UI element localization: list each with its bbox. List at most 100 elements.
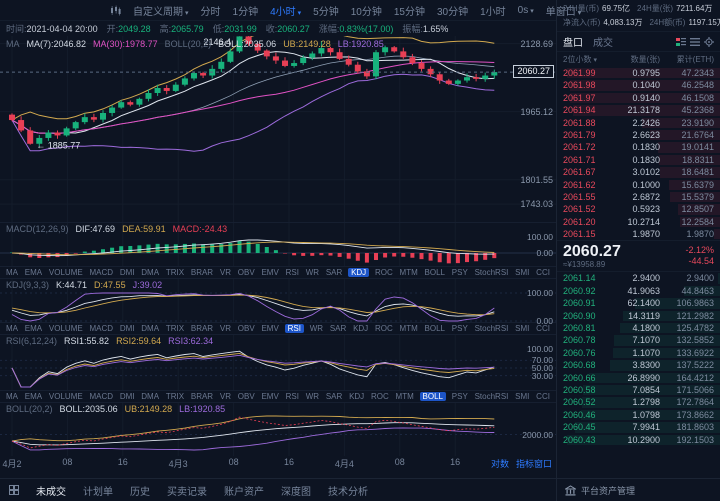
indicator-tab-SMI[interactable]: SMI <box>514 392 530 401</box>
bid-row[interactable]: 2060.9014.3119121.2982 <box>557 310 720 322</box>
indicator-tab-SAR[interactable]: SAR <box>325 392 343 401</box>
indicator-tab-EMV[interactable]: EMV <box>260 268 279 277</box>
indicator-tab-RSI[interactable]: RSI <box>285 268 300 277</box>
indicator-tab-EMV[interactable]: EMV <box>260 392 279 401</box>
bottom-tab-技术分析[interactable]: 技术分析 <box>328 483 368 498</box>
bottom-tab-账户资产[interactable]: 账户资产 <box>224 483 264 498</box>
indicator-tab-MTM[interactable]: MTM <box>399 324 419 333</box>
axis-link-对数[interactable]: 对数 <box>491 457 509 470</box>
ask-row[interactable]: 2061.990.979547.2343 <box>557 67 720 79</box>
timeframe-30分钟[interactable]: 30分钟 <box>437 3 468 18</box>
indicator-tab-EMV[interactable]: EMV <box>260 324 279 333</box>
indicator-tab-VR[interactable]: VR <box>219 392 232 401</box>
bid-row[interactable]: 2061.142.94002.9400 <box>557 272 720 284</box>
boll-pane[interactable]: BOLL(20,2) BOLL:2035.06 UB:2149.28 LB:19… <box>0 402 556 455</box>
indicator-tab-EMA[interactable]: EMA <box>24 268 43 277</box>
bottom-tab-深度图[interactable]: 深度图 <box>281 483 311 498</box>
indicator-tab-StochRSI[interactable]: StochRSI <box>474 324 510 333</box>
ask-row[interactable]: 2061.882.242623.9190 <box>557 117 720 129</box>
indicator-tab-PSY[interactable]: PSY <box>451 392 469 401</box>
axis-link-指标窗口[interactable]: 指标窗口 <box>516 457 552 470</box>
indicator-tab-OBV[interactable]: OBV <box>237 268 256 277</box>
kline-style-icon[interactable] <box>110 5 121 16</box>
tab-order-book[interactable]: 盘口 <box>563 34 583 49</box>
book-settings-icon[interactable] <box>704 37 714 47</box>
indicator-tab-StochRSI[interactable]: StochRSI <box>474 268 510 277</box>
indicator-tab-KDJ[interactable]: KDJ <box>348 392 365 401</box>
bid-row[interactable]: 2060.9241.906344.8463 <box>557 285 720 297</box>
indicator-tab-BRAR[interactable]: BRAR <box>190 392 214 401</box>
indicator-tab-WR[interactable]: WR <box>309 324 324 333</box>
indicator-tab-WR[interactable]: WR <box>305 268 320 277</box>
bid-row[interactable]: 2060.683.8300137.5222 <box>557 359 720 371</box>
ask-row[interactable]: 2061.2010.271412.2584 <box>557 216 720 228</box>
bid-row[interactable]: 2060.457.9941181.8603 <box>557 421 720 433</box>
indicator-tab-ROC[interactable]: ROC <box>370 392 390 401</box>
indicator-tab-MTM[interactable]: MTM <box>395 392 415 401</box>
indicator-tab-SAR[interactable]: SAR <box>325 268 343 277</box>
timeframe-10分钟[interactable]: 10分钟 <box>351 3 382 18</box>
indicator-tab-StochRSI[interactable]: StochRSI <box>474 392 510 401</box>
bid-row[interactable]: 2060.6626.8990164.4212 <box>557 372 720 384</box>
bottom-tab-未成交[interactable]: 未成交 <box>36 483 66 498</box>
indicator-tab-EMA[interactable]: EMA <box>24 392 43 401</box>
ask-row[interactable]: 2061.980.104046.2548 <box>557 79 720 91</box>
indicator-tab-BOLL[interactable]: BOLL <box>424 268 446 277</box>
macd-pane[interactable]: MACD(12,26,9) DIF:47.69 DEA:59.91 MACD:-… <box>0 222 556 266</box>
ask-row[interactable]: 2061.151.98701.9870 <box>557 228 720 240</box>
ask-row[interactable]: 2061.552.687215.5379 <box>557 191 720 203</box>
indicator-tab-OBV[interactable]: OBV <box>237 392 256 401</box>
indicator-tab-MACD[interactable]: MACD <box>88 392 114 401</box>
indicator-tab-CCI[interactable]: CCI <box>535 392 551 401</box>
indicator-tab-BOLL[interactable]: BOLL <box>424 324 446 333</box>
indicator-tab-MTM[interactable]: MTM <box>399 268 419 277</box>
indicator-tab-PSY[interactable]: PSY <box>451 268 469 277</box>
indicator-tab-DMA[interactable]: DMA <box>140 324 160 333</box>
tab-trades[interactable]: 成交 <box>593 34 613 49</box>
custom-period-dropdown[interactable]: 自定义周期 <box>133 3 189 18</box>
bid-row[interactable]: 2060.9162.1400106.9863 <box>557 297 720 309</box>
indicator-tab-DMA[interactable]: DMA <box>140 268 160 277</box>
indicator-tab-MACD[interactable]: MACD <box>88 324 114 333</box>
platform-asset-management[interactable]: 平台资产管理 <box>557 478 720 501</box>
bid-row[interactable]: 2060.461.0798173.8662 <box>557 409 720 421</box>
panel-menu-icon[interactable] <box>9 485 19 495</box>
order-duration-dropdown[interactable]: 0s <box>518 5 534 16</box>
kdj-pane[interactable]: KDJ(9,3,3) K:44.71 D:47.55 J:39.02 100.0… <box>0 278 556 322</box>
indicator-tab-KDJ[interactable]: KDJ <box>348 268 369 277</box>
indicator-tab-MACD[interactable]: MACD <box>88 268 114 277</box>
indicator-tab-MA[interactable]: MA <box>5 324 19 333</box>
indicator-tab-TRIX[interactable]: TRIX <box>165 392 185 401</box>
ask-row[interactable]: 2061.792.662321.6764 <box>557 129 720 141</box>
indicator-tab-ROC[interactable]: ROC <box>374 268 394 277</box>
indicator-tab-BRAR[interactable]: BRAR <box>190 324 214 333</box>
timeframe-15分钟[interactable]: 15分钟 <box>394 3 425 18</box>
timeframe-分时[interactable]: 分时 <box>201 3 221 18</box>
ask-row[interactable]: 2061.720.183019.0141 <box>557 141 720 153</box>
candlestick-svg[interactable]: 2146.4← 1885.77 <box>0 36 556 222</box>
bid-row[interactable]: 2060.4310.2900192.1503 <box>557 434 720 446</box>
indicator-tab-WR[interactable]: WR <box>305 392 320 401</box>
indicator-tab-PSY[interactable]: PSY <box>451 324 469 333</box>
timeframe-1分钟[interactable]: 1分钟 <box>233 3 259 18</box>
ask-row[interactable]: 2061.520.592312.8507 <box>557 203 720 215</box>
timeframe-4小时[interactable]: 4小时 <box>270 3 301 18</box>
indicator-tab-SMI[interactable]: SMI <box>514 324 530 333</box>
indicator-tab-KDJ[interactable]: KDJ <box>352 324 369 333</box>
timeframe-1小时[interactable]: 1小时 <box>480 3 506 18</box>
bottom-tab-计划单[interactable]: 计划单 <box>83 483 113 498</box>
indicator-tab-RSI[interactable]: RSI <box>285 392 300 401</box>
indicator-tab-EMA[interactable]: EMA <box>24 324 43 333</box>
ask-row[interactable]: 2061.710.183018.8311 <box>557 154 720 166</box>
indicator-tab-SMI[interactable]: SMI <box>514 268 530 277</box>
indicator-tab-MA[interactable]: MA <box>5 268 19 277</box>
rsi-pane[interactable]: RSI(6,12,24) RSI1:55.82 RSI2:59.64 RSI3:… <box>0 334 556 390</box>
bid-row[interactable]: 2060.587.0854171.5066 <box>557 384 720 396</box>
indicator-tab-DMI[interactable]: DMI <box>119 392 136 401</box>
indicator-tab-TRIX[interactable]: TRIX <box>165 324 185 333</box>
candlestick-chart[interactable]: 2146.4← 1885.77 2128.691965.121801.55174… <box>0 36 556 222</box>
indicator-tab-RSI[interactable]: RSI <box>285 324 304 333</box>
indicator-tab-DMI[interactable]: DMI <box>119 268 136 277</box>
ask-row[interactable]: 2061.620.100015.6379 <box>557 179 720 191</box>
bottom-tab-买卖记录[interactable]: 买卖记录 <box>167 483 207 498</box>
